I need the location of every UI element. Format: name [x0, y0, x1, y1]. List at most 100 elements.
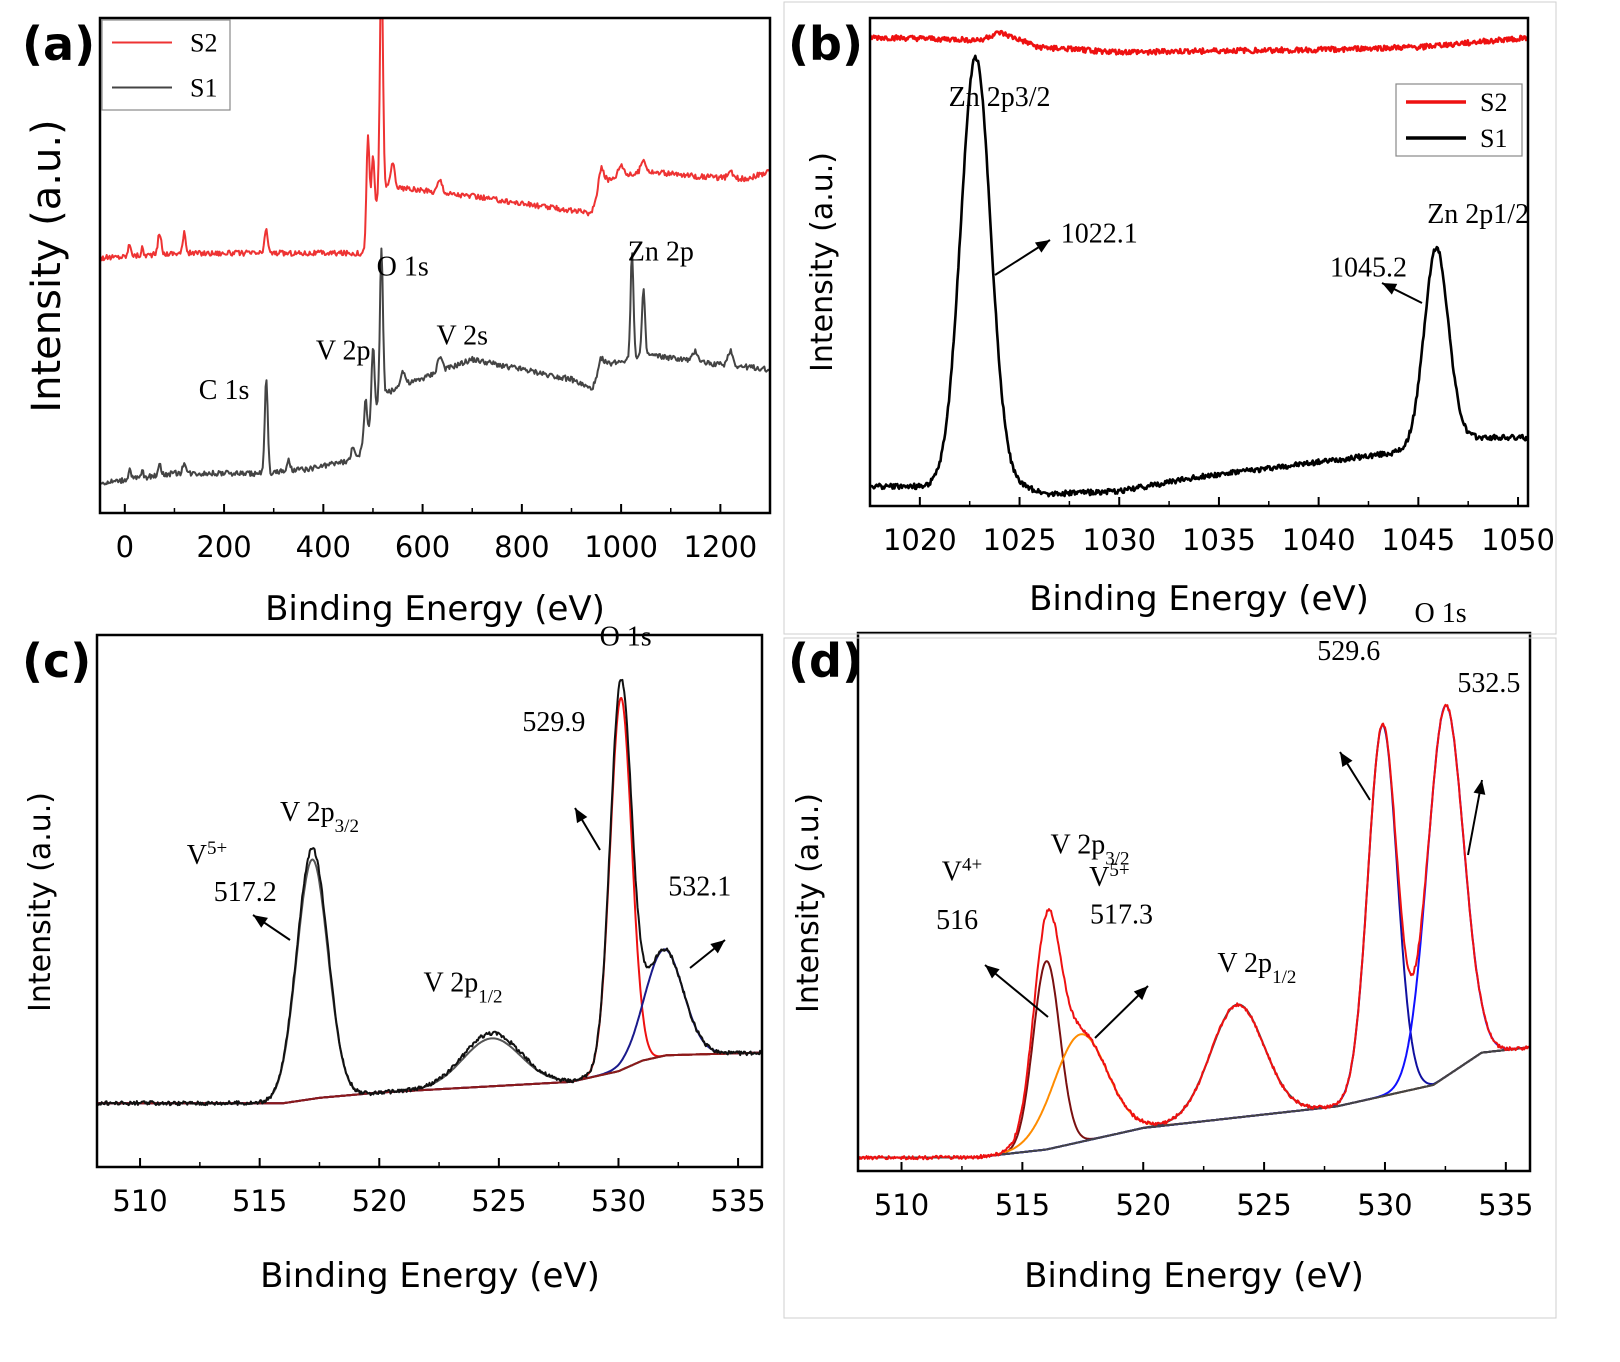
x-tick-label: 400	[296, 530, 351, 564]
x-tick-label: 525	[471, 1184, 526, 1218]
annotation: V 2p1/2	[423, 967, 502, 1007]
panel-title: (c)	[22, 634, 91, 688]
panel-title: (d)	[788, 634, 863, 688]
panel-title: (a)	[22, 17, 95, 71]
arrow-head	[575, 808, 588, 824]
series-v5-fit	[858, 1033, 1530, 1159]
plot-frame	[868, 16, 1530, 508]
panel-title: (b)	[788, 17, 863, 71]
annotation: C 1s	[199, 375, 250, 406]
annotation: V 2p1/2	[1217, 948, 1296, 988]
plot-frame	[95, 633, 764, 1169]
series-s1	[870, 54, 1528, 498]
x-tick-label: 530	[1357, 1188, 1412, 1222]
arrow-head	[1133, 986, 1148, 1001]
legend-box	[1395, 83, 1523, 157]
series-o-1s-529-9	[97, 697, 762, 1105]
annotation: V 2p3/2	[280, 797, 359, 837]
annotation: V 2s	[436, 321, 488, 352]
arrow-head	[1382, 283, 1398, 295]
y-axis-label: Intensity (a.u.)	[24, 119, 70, 412]
arrow-head	[1034, 240, 1050, 253]
series-background	[858, 1046, 1530, 1159]
x-tick-label: 1030	[1082, 523, 1156, 557]
series-v-2p1-2-fit	[97, 1037, 762, 1105]
annotation: 1022.1	[1061, 218, 1138, 249]
annotation: V5+	[1089, 859, 1129, 893]
x-tick-label: 1200	[683, 530, 757, 564]
legend-box	[101, 19, 231, 111]
x-tick-label: 1050	[1481, 523, 1555, 557]
annotation: Zn 2p	[628, 237, 694, 268]
annotation: O 1s	[377, 251, 429, 282]
annotation: 532.5	[1457, 668, 1520, 699]
arrow-head	[253, 915, 268, 928]
plot-frame	[98, 16, 772, 515]
x-tick-label: 515	[995, 1188, 1050, 1222]
panel-b-border	[783, 1, 1557, 635]
annotation: O 1s	[1414, 598, 1466, 629]
annotation: Zn 2p3/2	[949, 82, 1051, 113]
series-raw	[97, 678, 762, 1107]
annotation: 529.9	[522, 707, 585, 738]
annotation: 529.6	[1317, 636, 1380, 667]
arrow-head	[710, 940, 725, 954]
panel-b: 1020 1025 1030 1035 1040 1045 1050 (b) Binding E…	[788, 16, 1555, 619]
annotation: Zn 2p1/2	[1427, 199, 1529, 230]
x-tick-label: 535	[1478, 1188, 1533, 1222]
annotation: V 2p	[316, 336, 371, 367]
legend-label: S1	[190, 74, 217, 103]
plot-frame	[856, 631, 1532, 1173]
x-tick-label: 510	[112, 1184, 167, 1218]
panel-d: 510 515 520 525 530 535 (d) Binding Energy (eV)…	[788, 598, 1534, 1296]
annotation: O 1s	[600, 622, 652, 653]
y-axis-label: Intensity (a.u.)	[23, 792, 58, 1012]
x-tick-label: 0	[116, 530, 134, 564]
x-tick-label: 535	[710, 1184, 765, 1218]
x-tick-label: 1035	[1182, 523, 1256, 557]
annotation: V5+	[187, 837, 227, 871]
x-tick-label: 1040	[1282, 523, 1356, 557]
x-tick-label: 515	[232, 1184, 287, 1218]
y-axis-label: Intensity (a.u.)	[805, 152, 840, 372]
x-tick-label: 1020	[883, 523, 957, 557]
annotation: 532.1	[668, 872, 731, 903]
x-tick-label: 200	[196, 530, 251, 564]
x-axis-label: Binding Energy (eV)	[260, 1256, 600, 1296]
annotation: 517.3	[1090, 900, 1153, 931]
arrow-head	[985, 965, 1000, 979]
series-background	[97, 1051, 762, 1105]
x-tick-label: 510	[874, 1188, 929, 1222]
annotation: 516	[936, 905, 978, 936]
arrow-head	[1473, 780, 1486, 795]
x-axis-label: Binding Energy (eV)	[265, 589, 605, 629]
x-tick-label: 525	[1236, 1188, 1291, 1222]
series-v4-fit	[858, 960, 1530, 1159]
panel-d-border	[783, 637, 1557, 1319]
arrow-head	[1340, 752, 1353, 768]
legend-label: S2	[1480, 88, 1507, 117]
annotation: V4+	[942, 854, 982, 888]
panel-a: 0 200 400 600 800 1000 1200 (a) Binding Energy (…	[22, 16, 772, 629]
annotation: 1045.2	[1330, 253, 1407, 284]
x-tick-label: 600	[395, 530, 450, 564]
x-tick-label: 520	[352, 1184, 407, 1218]
x-tick-label: 520	[1116, 1188, 1171, 1222]
series-envelope	[858, 703, 1530, 1161]
y-axis-label: Intensity (a.u.)	[791, 793, 826, 1013]
x-tick-label: 1045	[1381, 523, 1455, 557]
x-axis-label: Binding Energy (eV)	[1024, 1256, 1364, 1296]
annotation: V 2p3/2	[1051, 830, 1130, 870]
x-tick-label: 530	[591, 1184, 646, 1218]
series-s2	[870, 29, 1528, 56]
x-tick-label: 1000	[584, 530, 658, 564]
series-v-2p1-2-fit	[858, 1003, 1530, 1159]
x-tick-label: 1025	[983, 523, 1057, 557]
x-tick-label: 800	[494, 530, 549, 564]
series-s2	[100, 18, 770, 262]
annotation: 517.2	[214, 877, 277, 908]
x-axis-label: Binding Energy (eV)	[1029, 579, 1369, 619]
